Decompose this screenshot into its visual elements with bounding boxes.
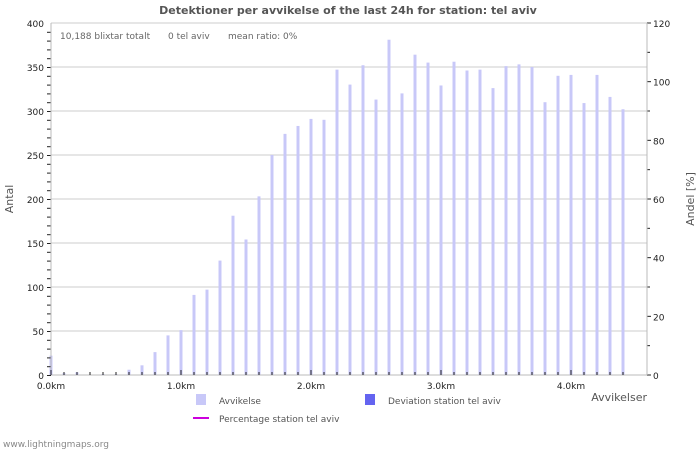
bar-avvikelse [439, 85, 443, 375]
y2-tick-label: 100 [653, 79, 670, 89]
x-axis-label: Avvikelser [591, 391, 647, 404]
bar-avvikelse [218, 260, 222, 375]
bar-avvikelse [530, 67, 534, 375]
bar-avvikelse [283, 133, 287, 375]
bar-avvikelse [556, 75, 560, 376]
y-tick-label: 200 [27, 196, 44, 206]
y-axis-label: Antal [3, 185, 16, 214]
x-tick-label: 0.0km [37, 382, 65, 392]
bar-avvikelse [153, 352, 157, 375]
bar-avvikelse [400, 93, 404, 376]
y-tick-label: 400 [27, 20, 44, 30]
legend-label-percentage: Percentage station tel aviv [219, 415, 340, 425]
bar-avvikelse [478, 69, 482, 375]
y2-tick-label: 60 [653, 196, 665, 206]
bar-avvikelse [426, 62, 430, 375]
bar-avvikelse [374, 99, 378, 375]
y-tick-label: 250 [27, 152, 44, 162]
y2-axis-label: Andel [%] [684, 172, 697, 226]
bar-avvikelse [543, 102, 547, 375]
y-tick-label: 100 [27, 284, 44, 294]
bar-avvikelse [491, 88, 495, 376]
x-tick-label: 1.0km [167, 382, 195, 392]
footer-credit: www.lightningmaps.org [3, 440, 109, 450]
y-tick-label: 300 [27, 108, 44, 118]
x-tick-label: 4.0km [557, 382, 585, 392]
bar-avvikelse [387, 39, 391, 375]
bar-avvikelse [231, 215, 235, 375]
bar-avvikelse [296, 125, 300, 376]
bar-avvikelse [348, 84, 352, 375]
y2-tick-label: 0 [653, 372, 659, 382]
y2-tick-label: 80 [653, 137, 665, 147]
legend-swatch-deviation [365, 394, 375, 405]
x-tick-label: 2.0km [297, 382, 325, 392]
bar-avvikelse [413, 54, 417, 376]
bar-avvikelse [517, 64, 521, 376]
bar-avvikelse [595, 74, 599, 376]
stat-ratio: mean ratio: 0% [228, 32, 298, 42]
legend-swatch-percentage [193, 417, 209, 419]
y2-tick-label: 120 [653, 20, 670, 30]
bar-avvikelse [582, 103, 586, 375]
y-tick-label: 350 [27, 64, 44, 74]
bar-avvikelse [361, 65, 365, 376]
y-tick-label: 150 [27, 240, 44, 250]
stat-total: 10,188 blixtar totalt [60, 32, 151, 42]
bar-avvikelse [205, 289, 209, 375]
legend-label-avvikelse: Avvikelse [219, 397, 261, 407]
bar-avvikelse [608, 96, 612, 376]
bar-avvikelse [179, 330, 183, 375]
bar-avvikelse [309, 118, 313, 376]
bar-avvikelse [192, 294, 196, 375]
bar-avvikelse [166, 335, 170, 375]
bar-avvikelse [569, 74, 573, 376]
stat-station: 0 tel aviv [168, 32, 210, 42]
bar-avvikelse [270, 155, 274, 375]
y2-tick-label: 20 [653, 313, 665, 323]
y-tick-label: 50 [33, 328, 45, 338]
bar-avvikelse [504, 66, 508, 376]
chart-title: Detektioner per avvikelse of the last 24… [159, 4, 537, 17]
x-tick-label: 3.0km [427, 382, 455, 392]
bar-avvikelse [465, 70, 469, 376]
bar-avvikelse [335, 69, 339, 375]
bar-avvikelse [621, 109, 625, 376]
legend-label-deviation: Deviation station tel aviv [388, 397, 502, 407]
bar-avvikelse [140, 365, 144, 375]
y2-tick-label: 40 [653, 255, 665, 265]
bar-avvikelse [452, 61, 456, 375]
y-tick-label: 0 [38, 372, 44, 382]
bar-avvikelse [257, 196, 261, 375]
legend-swatch-avvikelse [196, 394, 206, 405]
bar-avvikelse [244, 239, 248, 375]
bar-avvikelse [322, 119, 326, 375]
